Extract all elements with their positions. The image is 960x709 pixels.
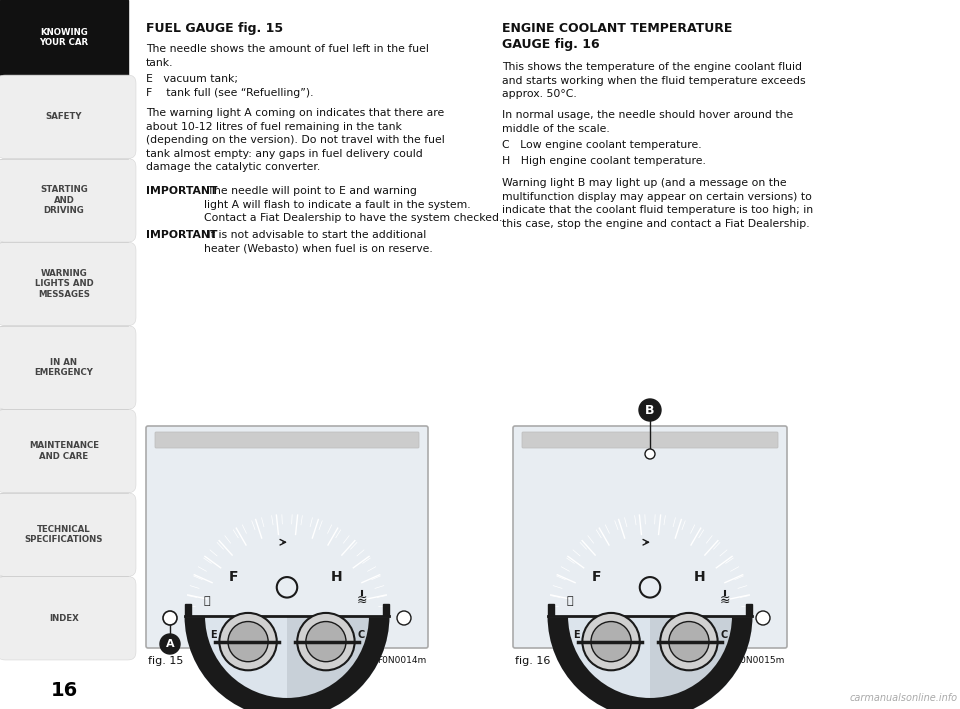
Wedge shape	[287, 616, 390, 709]
Text: fig. 15: fig. 15	[148, 656, 183, 666]
Text: ENGINE COOLANT TEMPERATURE: ENGINE COOLANT TEMPERATURE	[502, 22, 732, 35]
Bar	[383, 604, 390, 616]
Text: FUEL GAUGE fig. 15: FUEL GAUGE fig. 15	[146, 22, 283, 35]
Text: H   High engine coolant temperature.: H High engine coolant temperature.	[502, 156, 706, 166]
Circle shape	[639, 399, 661, 421]
Text: F    tank full (see “Refuelling”).: F tank full (see “Refuelling”).	[146, 88, 314, 98]
FancyBboxPatch shape	[0, 576, 136, 660]
Circle shape	[660, 613, 718, 670]
Circle shape	[397, 611, 411, 625]
Text: WARNING
LIGHTS AND
MESSAGES: WARNING LIGHTS AND MESSAGES	[35, 269, 93, 298]
Bar	[747, 604, 753, 616]
Circle shape	[228, 622, 268, 661]
Text: A: A	[166, 639, 175, 649]
Text: fig. 16: fig. 16	[515, 656, 550, 666]
Text: F: F	[592, 570, 602, 584]
Text: IMPORTANT: IMPORTANT	[146, 230, 218, 240]
Circle shape	[591, 622, 631, 661]
Text: H: H	[330, 570, 342, 584]
Text: ≋: ≋	[356, 594, 367, 607]
Text: GAUGE fig. 16: GAUGE fig. 16	[502, 38, 600, 51]
FancyBboxPatch shape	[0, 409, 136, 493]
Text: F0N0014m: F0N0014m	[376, 656, 426, 665]
Wedge shape	[650, 616, 753, 709]
Text: C   Low engine coolant temperature.: C Low engine coolant temperature.	[502, 140, 702, 150]
Circle shape	[756, 611, 770, 625]
Text: Warning light B may light up (and a message on the
multifunction display may app: Warning light B may light up (and a mess…	[502, 178, 813, 229]
Text: carmanualsonline.info: carmanualsonline.info	[850, 693, 958, 703]
Text: MAINTENANCE
AND CARE: MAINTENANCE AND CARE	[29, 442, 99, 461]
Wedge shape	[547, 616, 753, 709]
Bar	[0, 329, 15, 406]
Text: In normal usage, the needle should hover around the
middle of the scale.: In normal usage, the needle should hover…	[502, 110, 793, 133]
Wedge shape	[547, 616, 753, 709]
Bar	[184, 604, 190, 616]
Text: STARTING
AND
DRIVING: STARTING AND DRIVING	[40, 186, 88, 216]
Circle shape	[220, 613, 276, 670]
Circle shape	[645, 449, 655, 459]
Text: F: F	[229, 570, 238, 584]
Circle shape	[669, 622, 709, 661]
FancyBboxPatch shape	[0, 242, 136, 325]
Wedge shape	[184, 513, 390, 616]
Circle shape	[298, 613, 354, 670]
FancyBboxPatch shape	[0, 325, 136, 409]
FancyBboxPatch shape	[513, 426, 787, 648]
FancyBboxPatch shape	[0, 75, 136, 159]
Text: INDEX: INDEX	[49, 614, 79, 623]
Text: C: C	[357, 630, 365, 640]
Circle shape	[306, 622, 346, 661]
Text: It is not advisable to start the additional
heater (Webasto) when fuel is on res: It is not advisable to start the additio…	[204, 230, 433, 254]
Text: E: E	[210, 630, 217, 640]
Text: IMPORTANT: IMPORTANT	[146, 186, 218, 196]
Circle shape	[583, 613, 639, 670]
Text: The needle will point to E and warning
light A will flash to indicate a fault in: The needle will point to E and warning l…	[204, 186, 502, 223]
FancyBboxPatch shape	[0, 159, 136, 242]
Text: ≋: ≋	[720, 594, 730, 607]
Text: C: C	[720, 630, 728, 640]
Circle shape	[160, 634, 180, 654]
FancyBboxPatch shape	[522, 432, 778, 448]
FancyBboxPatch shape	[146, 426, 428, 648]
Bar	[0, 579, 15, 657]
Text: E   vacuum tank;: E vacuum tank;	[146, 74, 238, 84]
Bar	[547, 604, 554, 616]
Text: The warning light A coming on indicates that there are
about 10-12 litres of fue: The warning light A coming on indicates …	[146, 108, 444, 172]
Text: B: B	[645, 403, 655, 416]
Wedge shape	[184, 616, 390, 709]
Text: TECHNICAL
SPECIFICATIONS: TECHNICAL SPECIFICATIONS	[25, 525, 104, 545]
Bar	[0, 78, 15, 155]
Text: F0N0015m: F0N0015m	[735, 656, 785, 665]
Bar	[0, 245, 15, 323]
Wedge shape	[184, 616, 390, 709]
Circle shape	[163, 611, 177, 625]
Bar	[0, 496, 15, 574]
Text: ⛽: ⛽	[566, 596, 573, 605]
Text: E: E	[573, 630, 580, 640]
Text: 16: 16	[50, 681, 78, 700]
Wedge shape	[547, 513, 753, 616]
Text: This shows the temperature of the engine coolant fluid
and starts working when t: This shows the temperature of the engine…	[502, 62, 805, 99]
Text: ⛽: ⛽	[204, 596, 210, 605]
Bar	[0, 0, 128, 75]
Text: H: H	[693, 570, 705, 584]
FancyBboxPatch shape	[155, 432, 419, 448]
Text: SAFETY: SAFETY	[46, 112, 83, 121]
Text: IN AN
EMERGENCY: IN AN EMERGENCY	[35, 358, 93, 377]
Bar	[0, 413, 15, 490]
Text: KNOWING
YOUR CAR: KNOWING YOUR CAR	[39, 28, 88, 48]
FancyBboxPatch shape	[0, 493, 136, 576]
Bar	[0, 162, 15, 239]
Text: The needle shows the amount of fuel left in the fuel
tank.: The needle shows the amount of fuel left…	[146, 44, 429, 67]
